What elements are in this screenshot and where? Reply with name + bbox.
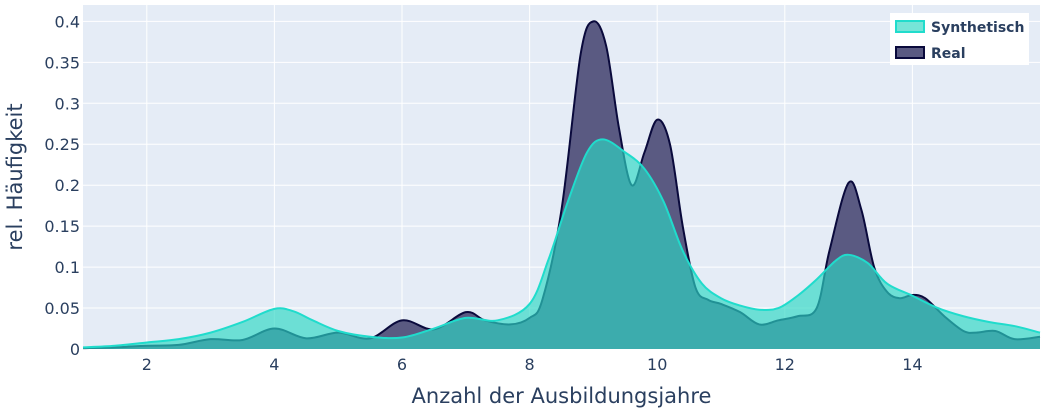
y-tick-label-3: 0.15 (44, 217, 80, 236)
y-axis-title: rel. Häufigkeit (3, 103, 27, 250)
legend-item-real[interactable]: Real (895, 46, 966, 62)
y-tick-label-2: 0.1 (55, 258, 80, 277)
series-areas (82, 20, 1041, 350)
legend-label-synthetisch: Synthetisch (931, 20, 1024, 36)
x-tick-label-0: 2 (142, 355, 152, 374)
area-fill-synthetisch (83, 139, 1040, 349)
x-tick-label-5: 12 (775, 355, 795, 374)
x-tick-label-6: 14 (902, 355, 922, 374)
y-tick-label-6: 0.3 (55, 94, 80, 113)
x-axis-ticks: 2 4 6 8 10 12 14 (142, 355, 923, 374)
x-axis-title: Anzahl der Ausbildungsjahre (412, 384, 712, 408)
y-tick-label-1: 0.05 (44, 299, 80, 318)
y-tick-label-7: 0.35 (44, 53, 80, 72)
y-tick-label-0: 0 (70, 340, 80, 359)
x-tick-label-3: 8 (525, 355, 535, 374)
legend-swatch-synthetisch (895, 20, 925, 33)
y-axis-ticks: 0 0.05 0.1 0.15 0.2 0.25 0.3 0.35 0.4 (44, 12, 80, 359)
legend-label-real: Real (931, 46, 966, 62)
x-tick-label-1: 4 (269, 355, 279, 374)
series-line-synthetisch (82, 138, 1041, 349)
y-tick-label-4: 0.2 (55, 176, 80, 195)
y-tick-label-8: 0.4 (55, 12, 80, 31)
x-tick-label-4: 10 (647, 355, 667, 374)
legend[interactable]: Synthetisch Real (890, 13, 1029, 65)
x-tick-label-2: 6 (397, 355, 407, 374)
y-tick-label-5: 0.25 (44, 135, 80, 154)
legend-swatch-real (895, 46, 925, 59)
legend-item-synthetisch[interactable]: Synthetisch (895, 20, 1024, 36)
